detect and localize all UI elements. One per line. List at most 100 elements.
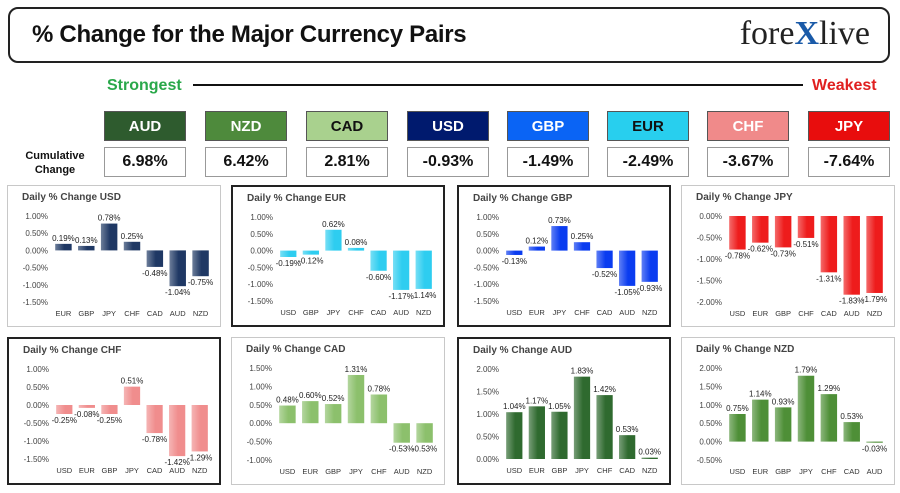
data-label: -1.29% bbox=[187, 453, 212, 462]
bar-cad bbox=[843, 422, 860, 442]
bar-chf bbox=[573, 242, 591, 251]
category-label: NZD bbox=[417, 467, 433, 476]
data-label: 0.78% bbox=[98, 214, 121, 223]
currency-name: CHF bbox=[707, 111, 789, 141]
bar-eur bbox=[55, 243, 72, 251]
bar-chart: 2.00% 1.50% 1.00% 0.50% 0.00% 1.04% USD 1.17% EU… bbox=[476, 365, 661, 475]
category-label: USD bbox=[730, 467, 746, 476]
y-tick-label: -0.50% bbox=[24, 419, 49, 428]
bar-chart: 0.00% -0.50% -1.00% -1.50% -2.00% -0.78% USD -0… bbox=[697, 212, 888, 318]
y-tick-label: -1.00% bbox=[247, 456, 272, 465]
data-label: -1.05% bbox=[614, 288, 639, 297]
chart-title: Daily % Change CHF bbox=[23, 345, 122, 356]
page-title: % Change for the Major Currency Pairs bbox=[32, 21, 467, 48]
data-label: -0.53% bbox=[389, 445, 414, 454]
chart-panel-aud: Daily % Change AUD 2.00% 1.50% 1.00% 0.50% 0.… bbox=[457, 337, 671, 485]
category-label: USD bbox=[280, 308, 296, 317]
y-tick-label: 0.00% bbox=[476, 455, 499, 464]
category-label: CAD bbox=[147, 466, 163, 475]
category-label: CHF bbox=[348, 308, 364, 317]
bar-cad bbox=[146, 405, 163, 434]
cumulative-change-value: 6.98% bbox=[104, 147, 186, 177]
data-label: -0.73% bbox=[770, 249, 795, 258]
bar-aud bbox=[866, 441, 883, 443]
bar-gbp bbox=[302, 250, 319, 255]
cumulative-change-value: -3.67% bbox=[707, 147, 789, 177]
bar-nzd bbox=[415, 250, 432, 289]
data-label: 0.13% bbox=[75, 236, 98, 245]
currency-box-jpy: JPY -7.64% bbox=[808, 111, 890, 177]
data-label: -1.17% bbox=[388, 292, 413, 301]
strength-scale-line bbox=[193, 84, 803, 86]
currency-name: GBP bbox=[507, 111, 589, 141]
currency-name: CAD bbox=[306, 111, 388, 141]
y-tick-label: 0.00% bbox=[26, 401, 49, 410]
cumulative-change-value: 2.81% bbox=[306, 147, 388, 177]
y-tick-label: 0.00% bbox=[25, 246, 48, 255]
data-label: -0.78% bbox=[725, 252, 750, 261]
y-tick-label: 0.50% bbox=[699, 419, 722, 428]
chart-panel-usd: Daily % Change USD 1.00% 0.50% 0.00% -0.50% -… bbox=[7, 185, 221, 327]
y-tick-label: 0.50% bbox=[476, 433, 499, 442]
data-label: -0.75% bbox=[188, 278, 213, 287]
data-label: -1.79% bbox=[862, 295, 887, 304]
category-label: GBP bbox=[775, 309, 791, 318]
data-label: 0.62% bbox=[322, 220, 345, 229]
bar-jpy bbox=[551, 226, 568, 251]
y-tick-label: 0.50% bbox=[249, 401, 272, 410]
category-label: CAD bbox=[597, 308, 613, 317]
bar-nzd bbox=[641, 250, 658, 282]
data-label: -0.25% bbox=[97, 416, 122, 425]
chart-title: Daily % Change AUD bbox=[473, 345, 573, 356]
data-label: -0.13% bbox=[502, 257, 527, 266]
data-label: -0.03% bbox=[862, 445, 887, 454]
bar-chf bbox=[123, 241, 141, 251]
y-tick-label: -0.50% bbox=[247, 438, 272, 447]
category-label: USD bbox=[506, 308, 522, 317]
data-label: -0.60% bbox=[366, 273, 391, 282]
category-label: NZD bbox=[416, 308, 432, 317]
currency-box-nzd: NZD 6.42% bbox=[205, 111, 287, 177]
bar-jpy bbox=[123, 386, 141, 405]
category-label: AUD bbox=[393, 308, 409, 317]
category-label: CAD bbox=[619, 466, 635, 475]
currency-box-aud: AUD 6.98% bbox=[104, 111, 186, 177]
category-label: JPY bbox=[575, 466, 589, 475]
data-label: -1.42% bbox=[164, 458, 189, 467]
header-box: % Change for the Major Currency Pairs fo… bbox=[8, 7, 890, 63]
bar-aud bbox=[169, 405, 186, 457]
category-label: CHF bbox=[798, 309, 814, 318]
bar-gbp bbox=[774, 216, 792, 248]
category-label: CAD bbox=[147, 309, 163, 318]
bar-gbp bbox=[324, 404, 342, 424]
currency-name: USD bbox=[407, 111, 489, 141]
data-label: -0.52% bbox=[592, 270, 617, 279]
bar-nzd bbox=[641, 457, 658, 459]
data-label: 0.25% bbox=[121, 232, 144, 241]
data-label: -0.53% bbox=[412, 445, 437, 454]
data-label: 0.53% bbox=[616, 425, 639, 434]
bar-chart: 1.00% 0.50% 0.00% -0.50% -1.00% -1.50% -0.25% U… bbox=[24, 365, 213, 475]
chart-title: Daily % Change CAD bbox=[246, 344, 346, 355]
currency-box-eur: EUR -2.49% bbox=[607, 111, 689, 177]
category-label: AUD bbox=[394, 467, 410, 476]
category-label: GBP bbox=[552, 466, 568, 475]
cumulative-change-value: -7.64% bbox=[808, 147, 890, 177]
currency-name: EUR bbox=[607, 111, 689, 141]
data-label: -1.04% bbox=[165, 288, 190, 297]
chart-panel-jpy: Daily % Change JPY 0.00% -0.50% -1.00% -1.50… bbox=[681, 185, 895, 327]
y-tick-label: 0.00% bbox=[250, 247, 273, 256]
category-label: GBP bbox=[325, 467, 341, 476]
data-label: -0.78% bbox=[142, 435, 167, 444]
chart-panel-cad: Daily % Change CAD 1.50% 1.00% 0.50% 0.00% -0… bbox=[231, 337, 445, 485]
y-tick-label: 1.00% bbox=[249, 382, 272, 391]
bar-chart: 1.00% 0.50% 0.00% -0.50% -1.00% -1.50% -0.19% U… bbox=[248, 213, 437, 317]
y-tick-label: -1.50% bbox=[23, 298, 48, 307]
category-label: JPY bbox=[349, 467, 363, 476]
y-tick-label: -1.50% bbox=[248, 297, 273, 306]
currency-name: NZD bbox=[205, 111, 287, 141]
data-label: 1.79% bbox=[795, 366, 818, 375]
y-tick-label: -2.00% bbox=[697, 298, 722, 307]
y-tick-label: -1.00% bbox=[23, 281, 48, 290]
bar-chart: 1.00% 0.50% 0.00% -0.50% -1.00% -1.50% -0.13% U… bbox=[474, 213, 663, 317]
